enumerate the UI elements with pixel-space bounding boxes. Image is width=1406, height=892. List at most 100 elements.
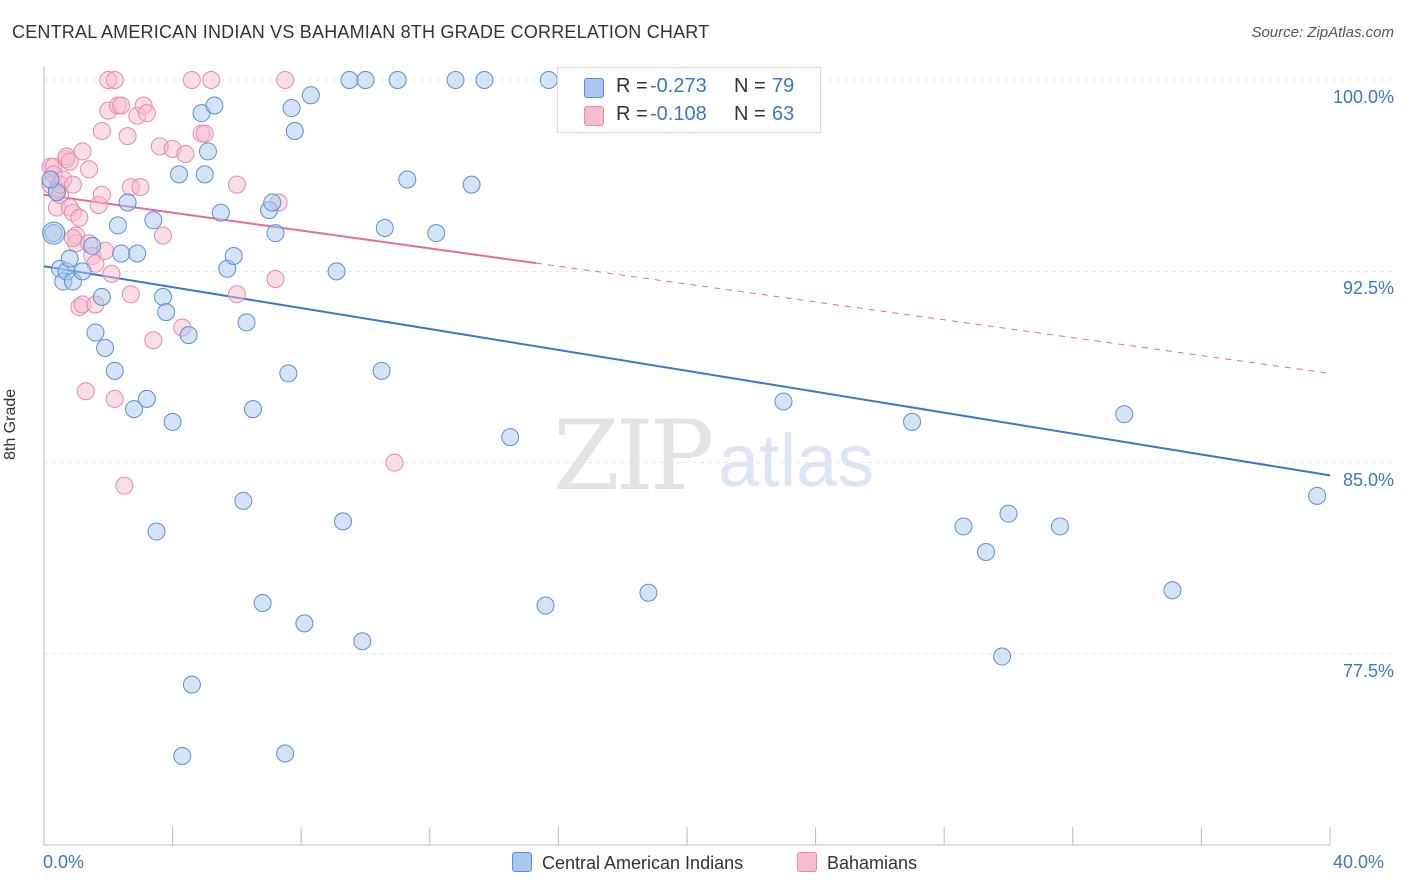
data-point bbox=[128, 244, 147, 263]
data-point bbox=[462, 175, 481, 194]
series-central-american-indians bbox=[41, 71, 1327, 766]
data-point bbox=[92, 287, 111, 306]
data-point bbox=[327, 262, 346, 281]
data-point bbox=[999, 504, 1018, 523]
y-tick-label: 92.5% bbox=[1342, 278, 1394, 299]
trend-line-bahamians-extrapolated bbox=[535, 262, 1331, 374]
data-point bbox=[282, 99, 301, 118]
trend-line-central-american-indians bbox=[43, 265, 1331, 477]
data-point bbox=[388, 71, 407, 89]
data-point bbox=[993, 647, 1012, 666]
data-point bbox=[173, 747, 192, 766]
source-credit: Source: ZipAtlas.com bbox=[1251, 24, 1394, 41]
bottom-legend-item-central-american-indians: Central American Indians bbox=[512, 852, 743, 874]
axes bbox=[43, 66, 1331, 846]
data-point bbox=[295, 614, 314, 633]
data-point bbox=[234, 491, 253, 510]
data-point bbox=[501, 428, 520, 447]
data-point bbox=[170, 165, 189, 184]
data-point bbox=[237, 313, 256, 332]
data-point bbox=[356, 71, 375, 89]
trend-lines bbox=[43, 193, 1331, 477]
data-point bbox=[253, 593, 272, 612]
legend-r-value: -0.108 bbox=[650, 103, 707, 125]
legend-n-label: N = bbox=[734, 103, 766, 125]
data-point bbox=[92, 122, 111, 141]
data-point bbox=[266, 269, 285, 288]
data-point bbox=[205, 96, 224, 115]
series-bahamians bbox=[41, 71, 404, 495]
data-point bbox=[976, 542, 995, 561]
data-point bbox=[385, 453, 404, 472]
legend-n-value: 79 bbox=[772, 75, 795, 97]
data-point bbox=[774, 392, 793, 411]
data-point bbox=[182, 675, 201, 694]
data-point bbox=[427, 224, 446, 243]
data-point bbox=[63, 175, 82, 194]
data-point bbox=[105, 389, 124, 408]
data-point bbox=[1308, 486, 1327, 505]
watermark-atlas: atlas bbox=[718, 419, 875, 502]
data-point bbox=[243, 400, 262, 419]
data-point bbox=[115, 476, 134, 495]
data-point bbox=[105, 71, 124, 89]
data-point bbox=[163, 412, 182, 431]
data-point bbox=[153, 226, 172, 245]
legend-n-value: 63 bbox=[772, 103, 795, 125]
bottom-legend-label: Central American Indians bbox=[542, 853, 744, 873]
legend-r-value: -0.273 bbox=[650, 75, 707, 97]
data-point bbox=[1163, 581, 1182, 600]
data-point bbox=[227, 285, 246, 304]
data-point bbox=[639, 583, 658, 602]
stats-legend: R = -0.273 N = 79 R = -0.108 N = 63 bbox=[557, 67, 821, 133]
legend-n-label: N = bbox=[734, 75, 766, 97]
y-axis-label: 8th Grade bbox=[2, 388, 19, 460]
y-tick-label: 100.0% bbox=[1332, 87, 1394, 107]
data-point bbox=[157, 303, 176, 322]
data-point bbox=[42, 221, 66, 245]
data-point bbox=[475, 71, 494, 89]
data-point bbox=[147, 522, 166, 541]
legend-row-bahamians: R = -0.108 N = 63 bbox=[558, 100, 820, 128]
data-point bbox=[1050, 517, 1069, 536]
data-point bbox=[112, 96, 131, 115]
data-point bbox=[83, 236, 102, 255]
data-point bbox=[279, 364, 298, 383]
data-point bbox=[903, 412, 922, 431]
data-point bbox=[137, 389, 156, 408]
data-point bbox=[1115, 405, 1134, 424]
data-point bbox=[108, 216, 127, 235]
data-point bbox=[224, 247, 243, 266]
data-point bbox=[202, 71, 221, 89]
bottom-legend-item-bahamians: Bahamians bbox=[797, 852, 917, 874]
data-point bbox=[375, 218, 394, 237]
data-point bbox=[266, 224, 285, 243]
grid-lines bbox=[44, 79, 1395, 655]
data-point bbox=[227, 175, 246, 194]
data-point bbox=[198, 142, 217, 161]
data-point bbox=[125, 400, 144, 419]
data-point bbox=[60, 152, 79, 171]
data-point bbox=[41, 170, 60, 189]
data-point bbox=[102, 264, 121, 283]
data-point bbox=[263, 193, 282, 212]
bottom-legend-swatch-pink bbox=[797, 852, 817, 872]
data-point bbox=[121, 285, 140, 304]
data-point bbox=[92, 185, 111, 204]
data-point bbox=[372, 361, 391, 380]
data-point bbox=[211, 203, 230, 222]
data-point bbox=[73, 142, 92, 161]
data-point bbox=[70, 208, 89, 227]
data-point bbox=[144, 211, 163, 230]
legend-r-label: R = bbox=[616, 103, 648, 125]
data-point bbox=[176, 144, 195, 163]
data-point bbox=[398, 170, 417, 189]
chart-title: CENTRAL AMERICAN INDIAN VS BAHAMIAN 8TH … bbox=[12, 22, 710, 42]
data-point bbox=[76, 382, 95, 401]
data-point bbox=[276, 71, 295, 89]
data-point bbox=[340, 71, 359, 89]
data-point bbox=[179, 326, 198, 345]
legend-r-label: R = bbox=[616, 75, 648, 97]
data-point bbox=[182, 71, 201, 89]
